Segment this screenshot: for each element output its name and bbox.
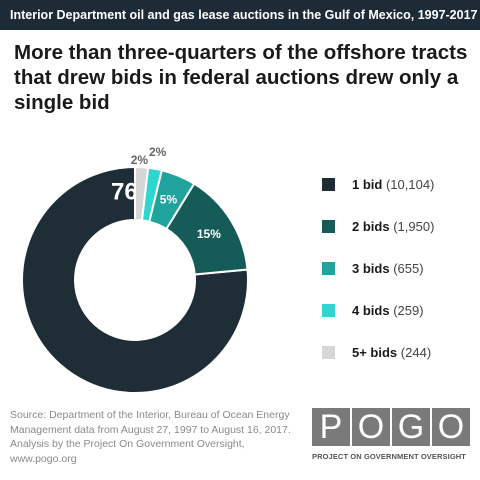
donut-slice (21, 165, 249, 394)
donut-chart: 76%15%5%2%2% (21, 145, 249, 394)
legend-label: 2 bids (1,950) (352, 219, 434, 234)
chart-headline: More than three-quarters of the offshore… (14, 41, 468, 114)
donut-slice (165, 182, 249, 276)
legend-swatch (322, 220, 335, 233)
slice-percent-label: 2% (131, 153, 149, 167)
legend-label: 5+ bids (244) (352, 345, 431, 360)
legend-label: 3 bids (655) (352, 261, 424, 276)
legend-category: 5+ bids (352, 345, 398, 360)
legend-swatch (322, 262, 335, 275)
logo-letter: O (352, 408, 390, 446)
slice-percent-label: 2% (149, 145, 167, 159)
donut-slice (148, 169, 196, 231)
legend-swatch (322, 304, 335, 317)
donut-slice (134, 165, 150, 222)
legend-count: (1,950) (393, 219, 435, 234)
top-bar: Interior Department oil and gas lease au… (0, 0, 480, 30)
top-bar-title: Interior Department oil and gas lease au… (10, 8, 478, 22)
legend-label: 1 bid (10,104) (352, 177, 434, 192)
slice-percent-label: 15% (197, 227, 221, 241)
logo-letters: P O G O (312, 408, 472, 448)
legend-label: 4 bids (259) (352, 303, 424, 318)
legend-swatch (322, 346, 335, 359)
legend-category: 2 bids (352, 219, 390, 234)
pogo-logo: P O G O PROJECT ON GOVERNMENT OVERSIGHT (312, 408, 472, 468)
legend-swatch (322, 178, 335, 191)
legend-count: (244) (400, 345, 432, 360)
legend-count: (655) (393, 261, 424, 276)
slice-percent-label: 5% (160, 193, 178, 207)
logo-letter: O (432, 408, 470, 446)
logo-letter: P (312, 408, 350, 446)
logo-letter: G (392, 408, 430, 446)
legend-category: 3 bids (352, 261, 390, 276)
legend-count: (259) (393, 303, 424, 318)
legend-category: 1 bid (352, 177, 383, 192)
logo-subtitle: PROJECT ON GOVERNMENT OVERSIGHT (312, 452, 466, 461)
legend-category: 4 bids (352, 303, 390, 318)
legend-count: (10,104) (385, 177, 435, 192)
source-note: Source: Department of the Interior, Bure… (10, 409, 291, 465)
